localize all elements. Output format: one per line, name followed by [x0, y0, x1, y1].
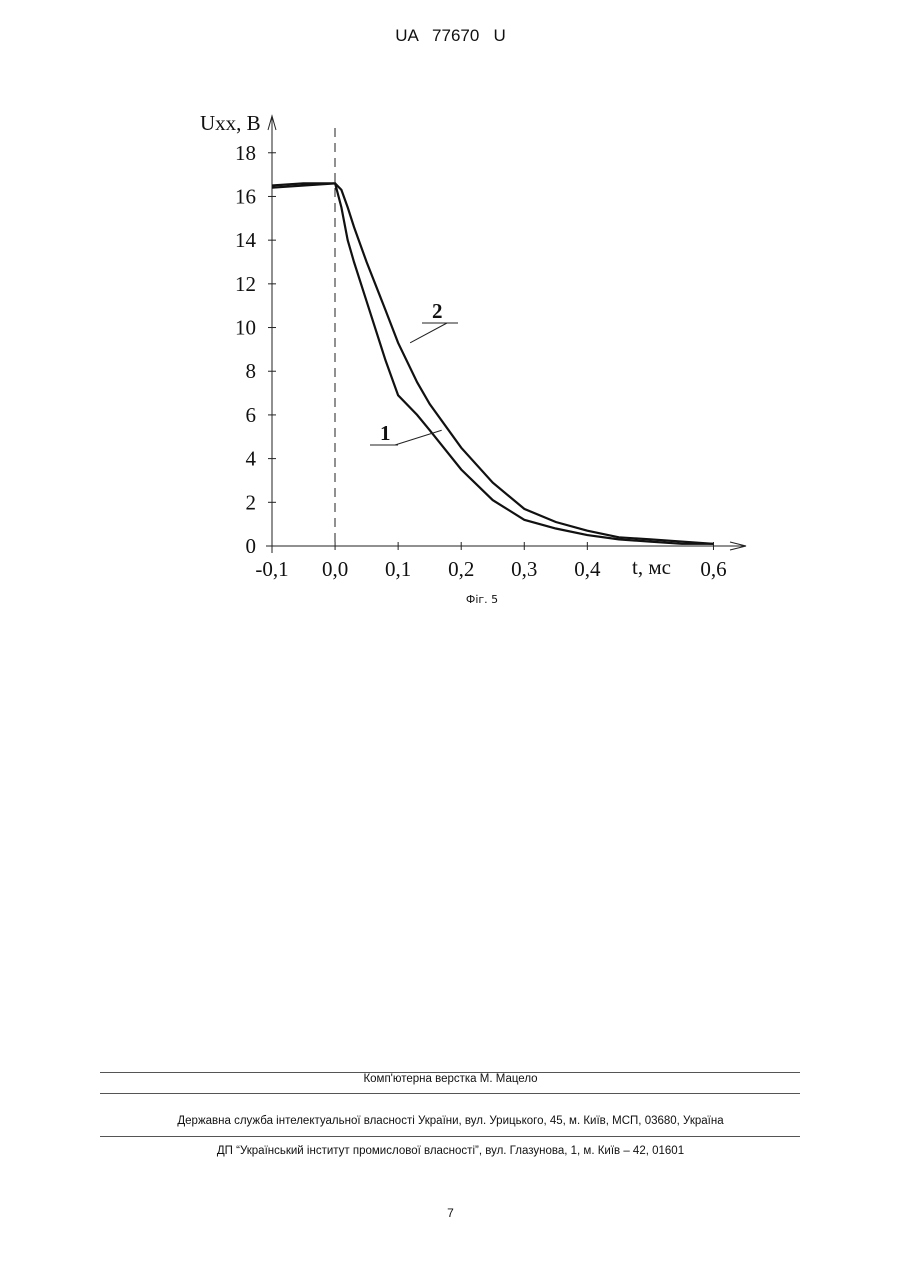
- y-tick-label: 12: [235, 272, 256, 296]
- y-tick-label: 16: [235, 184, 256, 208]
- y-axis-label: Uxx, В: [200, 111, 261, 135]
- x-tick-label: 0,3: [511, 557, 537, 581]
- leader-line: [410, 323, 458, 343]
- x-tick-label: -0,1: [255, 557, 288, 581]
- y-tick-label: 18: [235, 141, 256, 165]
- footer-institute: ДП “Український інститут промислової вла…: [0, 1145, 901, 1157]
- x-tick-label: 0,1: [385, 557, 411, 581]
- y-tick-label: 10: [235, 316, 256, 340]
- rule: [100, 1136, 800, 1137]
- y-tick-label: 8: [246, 359, 257, 383]
- footer-layout: Комп'ютерна верстка М. Мацело: [0, 1073, 901, 1085]
- y-tick-label: 14: [235, 228, 257, 252]
- caption: Фіг. 5: [466, 593, 498, 606]
- series-line: [272, 183, 714, 543]
- x-tick-label: 0,0: [322, 557, 348, 581]
- y-tick-label: 6: [246, 403, 257, 427]
- x-tick-label: 0,6: [700, 557, 726, 581]
- page: UA 77670 U Uxx, В t, мс Фіг. 5 024681012…: [0, 0, 901, 1273]
- y-tick-label: 4: [246, 447, 257, 471]
- series-label: 2: [432, 299, 443, 323]
- page-number: 7: [0, 1206, 901, 1220]
- series-label: 1: [380, 421, 391, 445]
- footer-agency: Державна служба інтелектуальної власност…: [0, 1115, 901, 1127]
- x-axis-label: t, мс: [632, 555, 671, 579]
- x-tick-label: 0,2: [448, 557, 474, 581]
- y-tick-label: 2: [246, 490, 257, 514]
- x-tick-label: 0,4: [574, 557, 601, 581]
- rule: [100, 1093, 800, 1094]
- y-tick-label: 0: [246, 534, 257, 558]
- chart: Uxx, В t, мс Фіг. 5 024681012141618-0,10…: [0, 0, 901, 620]
- series-line: [272, 183, 714, 543]
